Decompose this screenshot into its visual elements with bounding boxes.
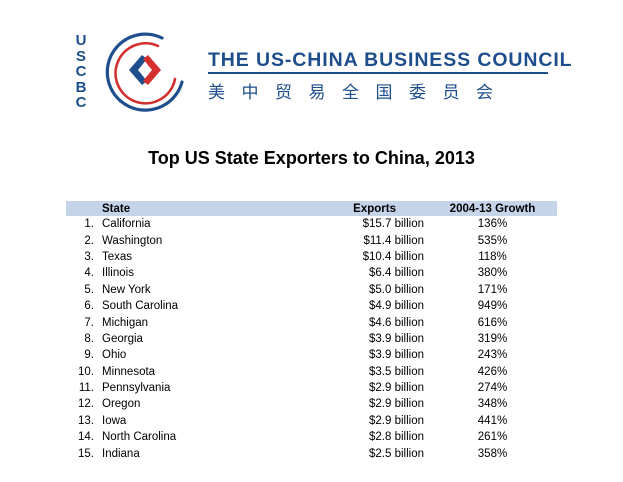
header-rank <box>66 201 102 216</box>
table-row: 6. South Carolina $4.9 billion 949% <box>66 298 557 314</box>
cell-rank: 15. <box>78 447 94 460</box>
cell-growth: 319% <box>477 332 508 345</box>
table-row: 2. Washington $11.4 billion 535% <box>66 232 557 248</box>
cell-rank: 1. <box>84 218 94 231</box>
header-state: State <box>102 201 272 216</box>
logo-letter: B <box>75 78 87 96</box>
cell-rank: 7. <box>84 316 94 329</box>
cell-state: Georgia <box>102 332 143 345</box>
cell-state: Michigan <box>102 316 149 329</box>
logo-letter: S <box>75 47 86 65</box>
table-row: 11. Pennsylvania $2.9 billion 274% <box>66 380 557 396</box>
table-row: 13. Iowa $2.9 billion 441% <box>66 413 557 429</box>
cell-state: Texas <box>102 250 133 263</box>
emblem-blue-chevron <box>129 55 147 85</box>
logo-letter: C <box>75 63 87 80</box>
emblem-red-chevron <box>143 55 161 85</box>
table-row: 8. Georgia $3.9 billion 319% <box>66 331 557 347</box>
cell-rank: 2. <box>84 234 94 247</box>
cell-rank: 4. <box>84 267 94 280</box>
cell-state: California <box>102 218 151 231</box>
cell-growth: 348% <box>477 398 508 411</box>
cell-exports: $11.4 billion <box>363 234 424 247</box>
cell-rank: 11. <box>78 382 94 395</box>
emblem-blue-ring <box>105 32 184 112</box>
cell-growth: 243% <box>477 349 508 362</box>
cell-exports: $15.7 billion <box>362 218 424 231</box>
cell-rank: 9. <box>84 349 94 362</box>
cell-growth: 274% <box>477 382 508 395</box>
cell-growth: 616% <box>477 316 508 329</box>
table-row: 5. New York $5.0 billion 171% <box>66 282 557 298</box>
cell-state: Iowa <box>102 414 127 427</box>
cell-state: South Carolina <box>102 300 179 313</box>
table-row: 1. California $15.7 billion 136% <box>66 216 557 232</box>
cell-state: Minnesota <box>102 365 156 378</box>
page-title: Top US State Exporters to China, 2013 <box>148 148 475 168</box>
cell-exports: $4.6 billion <box>369 316 424 329</box>
cell-growth: 136% <box>477 218 508 231</box>
cell-growth: 358% <box>477 447 508 460</box>
cell-state: Illinois <box>102 267 134 280</box>
cell-rank: 5. <box>84 283 94 296</box>
cell-state: Indiana <box>102 447 140 460</box>
cell-exports: $2.9 billion <box>369 382 424 395</box>
table-header-row: State Exports 2004-13 Growth <box>66 201 557 216</box>
table-row: 14. North Carolina $2.8 billion 261% <box>66 429 557 445</box>
cell-state: Oregon <box>102 398 141 411</box>
table-row: 9. Ohio $3.9 billion 243% <box>66 347 557 363</box>
cell-rank: 13. <box>78 414 94 427</box>
cell-state: Washington <box>102 234 163 247</box>
table-row: 15. Indiana $2.5 billion 358% <box>66 445 557 461</box>
cell-exports: $6.4 billion <box>369 267 424 280</box>
cell-rank: 12. <box>78 398 94 411</box>
table-row: 7. Michigan $4.6 billion 616% <box>66 314 557 330</box>
cell-growth: 118% <box>478 250 507 263</box>
cell-rank: 10. <box>78 365 94 378</box>
header-exports: Exports <box>272 201 428 216</box>
cell-growth: 441% <box>477 414 508 427</box>
cell-state: North Carolina <box>102 431 177 444</box>
cell-state: Pennsylvania <box>102 382 171 395</box>
cell-exports: $5.0 billion <box>369 283 424 296</box>
emblem-red-ring <box>114 42 177 105</box>
cell-growth: 261% <box>477 431 508 444</box>
logo-vertical-letters: U S C B C <box>73 33 89 111</box>
cell-rank: 3. <box>84 250 94 263</box>
cell-growth: 171% <box>477 283 508 296</box>
cell-growth: 380% <box>477 267 508 280</box>
cell-exports: $3.9 billion <box>369 349 424 362</box>
cell-exports: $10.4 billion <box>362 250 424 263</box>
header-growth: 2004-13 Growth <box>428 201 557 216</box>
cell-rank: 14. <box>78 431 94 444</box>
cell-growth: 949% <box>477 300 508 313</box>
cell-exports: $2.9 billion <box>369 414 424 427</box>
uscbc-logo: U S C B C THE US-CHINA BUSINESS COUNCIL … <box>0 0 623 130</box>
cell-exports: $3.9 billion <box>369 332 424 345</box>
cell-state: Ohio <box>102 349 127 362</box>
table-row: 12. Oregon $2.9 billion 348% <box>66 396 557 412</box>
council-divider <box>208 72 548 74</box>
cell-growth: 426% <box>477 365 508 378</box>
table-row: 3. Texas $10.4 billion 118% <box>66 249 557 265</box>
cell-rank: 8. <box>84 332 94 345</box>
cell-exports: $2.8 billion <box>369 431 424 444</box>
cell-state: New York <box>102 283 151 296</box>
cell-exports: $3.5 billion <box>369 365 424 378</box>
table-body: 1. California $15.7 billion 136% 2. Washingto… <box>66 216 557 462</box>
logo-emblem-icon <box>105 32 184 112</box>
table-row: 10. Minnesota $3.5 billion 426% <box>66 364 557 380</box>
cell-exports: $4.9 billion <box>369 300 424 313</box>
logo-letter: U <box>75 32 87 49</box>
exporters-table: State Exports 2004-13 Growth 1. Californi… <box>66 201 557 462</box>
council-name: THE US-CHINA BUSINESS COUNCIL <box>208 49 573 71</box>
cell-exports: $2.9 billion <box>369 398 424 411</box>
council-chinese-name: 美中贸易全国委员会 <box>208 83 510 103</box>
cell-rank: 6. <box>84 300 94 313</box>
logo-letter: C <box>75 94 87 111</box>
cell-growth: 535% <box>477 234 508 247</box>
cell-exports: $2.5 billion <box>369 447 424 460</box>
table-row: 4. Illinois $6.4 billion 380% <box>66 265 557 281</box>
